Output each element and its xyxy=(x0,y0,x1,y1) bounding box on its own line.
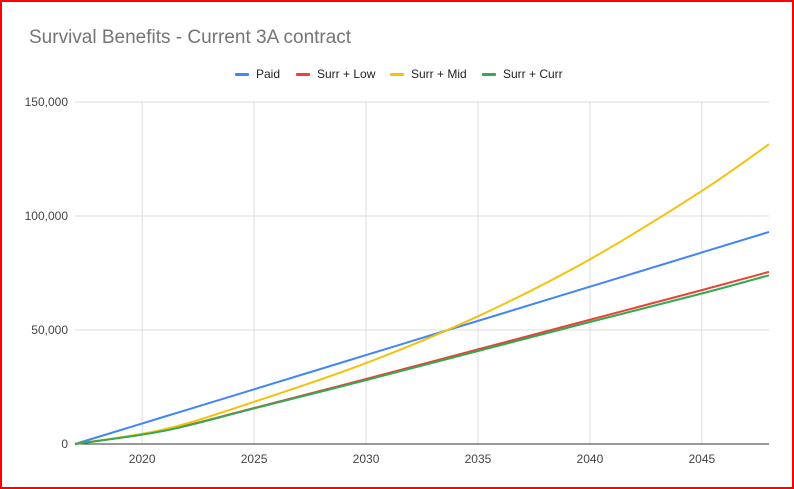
x-tick-label: 2025 xyxy=(241,452,268,466)
y-tick-label: 100,000 xyxy=(25,209,69,223)
chart-legend: Paid Surr + Low Surr + Mid Surr + Curr xyxy=(2,66,794,82)
y-tick-label: 150,000 xyxy=(25,95,69,109)
series-line-surr-mid xyxy=(74,143,770,445)
x-tick-label: 2030 xyxy=(353,452,380,466)
legend-swatch-surr-low xyxy=(296,72,310,76)
legend-label-surr-low: Surr + Low xyxy=(317,67,376,81)
series-line-surr-low xyxy=(74,270,770,445)
series-line-paid xyxy=(74,231,770,445)
legend-swatch-surr-curr xyxy=(482,72,496,76)
y-tick-label: 50,000 xyxy=(31,323,68,337)
x-tick-label: 2035 xyxy=(465,452,492,466)
x-tick-label: 2045 xyxy=(688,452,715,466)
x-tick-label: 2040 xyxy=(577,452,604,466)
legend-label-surr-mid: Surr + Mid xyxy=(411,67,467,81)
chart-title: Survival Benefits - Current 3A contract xyxy=(29,27,352,48)
legend-item-surr-curr[interactable]: Surr + Curr xyxy=(482,66,563,82)
legend-label-surr-curr: Surr + Curr xyxy=(503,67,563,81)
legend-swatch-paid xyxy=(235,72,249,76)
x-tick-label: 2020 xyxy=(129,452,156,466)
legend-item-surr-mid[interactable]: Surr + Mid xyxy=(390,66,467,82)
series-line-surr-curr xyxy=(74,274,770,445)
legend-label-paid: Paid xyxy=(256,67,281,81)
legend-swatch-surr-mid xyxy=(390,72,404,76)
legend-item-paid[interactable]: Paid xyxy=(235,66,280,82)
y-tick-label: 0 xyxy=(61,437,68,451)
legend-item-surr-low[interactable]: Surr + Low xyxy=(296,66,375,82)
